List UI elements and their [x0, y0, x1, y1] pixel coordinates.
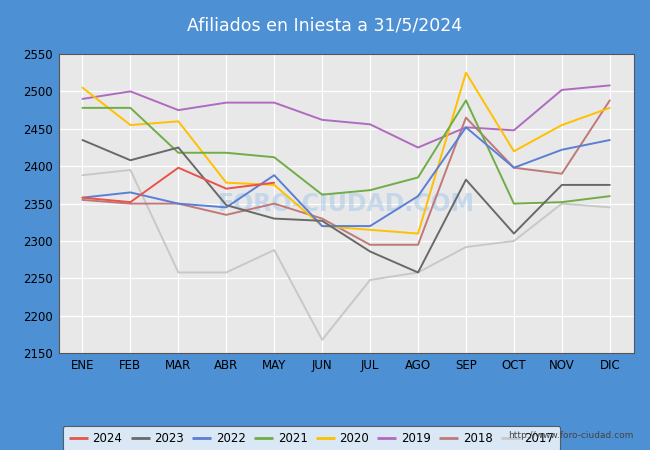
Text: Afiliados en Iniesta a 31/5/2024: Afiliados en Iniesta a 31/5/2024: [187, 17, 463, 35]
Legend: 2024, 2023, 2022, 2021, 2020, 2019, 2018, 2017: 2024, 2023, 2022, 2021, 2020, 2019, 2018…: [63, 426, 560, 450]
Text: http://www.foro-ciudad.com: http://www.foro-ciudad.com: [508, 431, 634, 440]
Text: FORO-CIUDAD.COM: FORO-CIUDAD.COM: [218, 192, 474, 216]
